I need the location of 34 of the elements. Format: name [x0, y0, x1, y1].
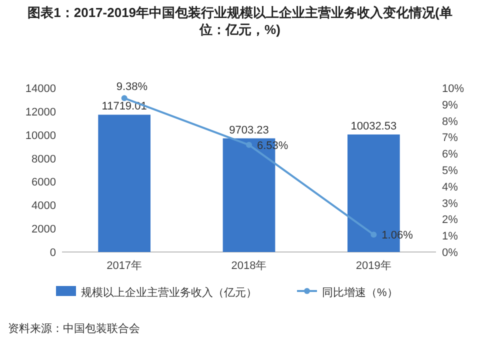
data-label: 9703.23 [229, 124, 269, 136]
y-tick-label: 6000 [32, 176, 56, 189]
x-tick-label: 2019年 [356, 260, 392, 272]
y2-tick-label: 10% [442, 83, 464, 95]
y-tick-label: 0 [50, 247, 56, 259]
y2-tick-label: 1% [442, 230, 458, 243]
y2-tick-label: 8% [442, 116, 458, 128]
y2-tick-label: 0% [442, 247, 458, 259]
chart-title: 图表1：2017-2019年中国包装行业规模以上企业主营业务收入变化情况(单位：亿元，%) [26, 4, 454, 38]
y2-tick-label: 5% [442, 165, 458, 177]
legend-label: 规模以上企业主营业务收入（亿元） [81, 286, 257, 299]
y-tick-label: 14000 [25, 83, 56, 95]
legend-label: 同比增速（%） [322, 286, 398, 299]
y-tick-label: 4000 [32, 200, 56, 212]
y-tick-label: 10000 [25, 130, 56, 142]
y2-tick-label: 3% [442, 198, 458, 210]
x-tick-label: 2018年 [231, 260, 267, 272]
data-label: 11719.01 [102, 100, 147, 113]
point [370, 232, 377, 238]
y2-tick-label: 4% [442, 181, 458, 194]
x-tick-label: 2017年 [106, 260, 142, 272]
y2-tick-label: 9% [442, 99, 458, 112]
bar [98, 114, 151, 252]
y-tick-label: 2000 [32, 224, 56, 236]
y2-tick-label: 7% [442, 132, 458, 144]
y2-tick-label: 6% [442, 148, 458, 161]
point [121, 95, 128, 102]
point [246, 142, 252, 148]
y-tick-label: 8000 [32, 153, 56, 166]
data-label: 9.38% [116, 81, 148, 94]
text: 资料来源：中国包装联合会 [8, 322, 140, 335]
y-tick-label: 12000 [25, 106, 56, 118]
data-label: 10032.53 [350, 120, 397, 132]
y2-tick-label: 2% [442, 214, 458, 226]
